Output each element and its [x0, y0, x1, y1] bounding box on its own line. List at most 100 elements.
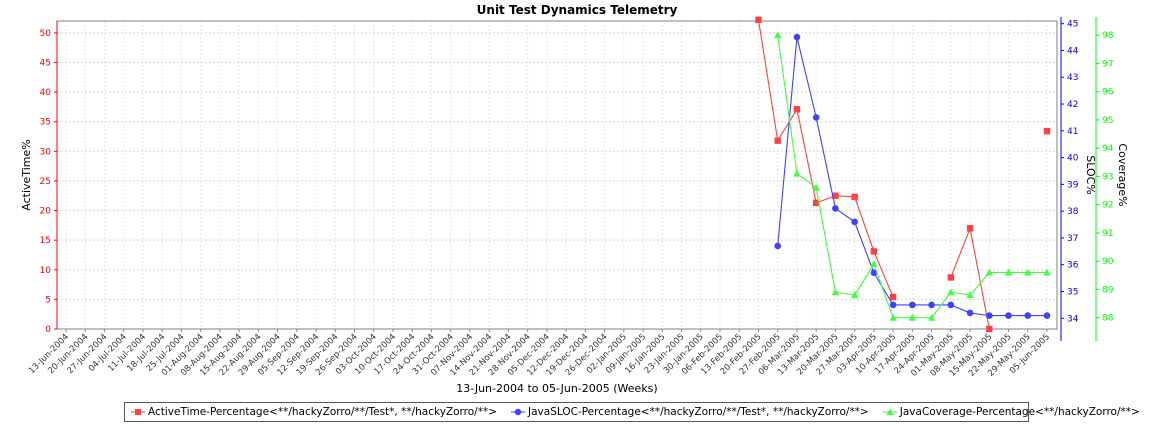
data-point-activetime: [889, 293, 897, 301]
series-line-segment: [835, 208, 855, 223]
series-line-segment: [873, 263, 894, 318]
data-point-activetime: [947, 274, 955, 281]
axes: 0 5 10 15 20 25 30 35 40 45 50 34 35 36 37 38 39 40 41 42 43…: [40, 17, 1114, 341]
data-point-javasloc: [985, 312, 993, 319]
data-point-javacoverage: [947, 288, 955, 296]
data-point-javasloc: [1005, 312, 1012, 319]
y-tick-label: 45: [1067, 20, 1078, 30]
legend-item-javacoverage: JavaCoverage-Percentage<**/hackyZorro/**…: [882, 406, 1140, 418]
data-point-javasloc: [928, 301, 935, 309]
data-point-javasloc: [1024, 312, 1032, 319]
y-tick-label: 35: [1067, 288, 1078, 298]
y-tick-label: 44: [1067, 46, 1079, 56]
y-axis-label-activetime: ActiveTime%: [20, 139, 33, 210]
x-axis-label: 13-Jun-2004 to 05-Jun-2005 (Weeks): [456, 382, 657, 395]
y-tick-label: 96: [1102, 88, 1114, 98]
series-line-segment: [969, 228, 990, 330]
y-tick-label: 10: [40, 266, 52, 276]
y-tick-label: 90: [1102, 257, 1114, 267]
y-tick-label: 40: [1067, 154, 1079, 164]
data-point-activetime: [966, 225, 974, 232]
plot-area: [56, 20, 1058, 330]
y-tick-label: 98: [1102, 31, 1114, 41]
legend-item-activetime: ActiveTime-Percentage<**/hackyZorro/**/T…: [131, 406, 497, 418]
legend-triangle-marker: [882, 407, 897, 417]
y-tick-label: 91: [1102, 229, 1113, 239]
y-tick-label: 25: [40, 177, 51, 187]
y-tick-label: 41: [1067, 127, 1078, 137]
data-point-javasloc: [909, 301, 916, 309]
y-tick-label: 42: [1067, 100, 1078, 110]
series-line-segment: [815, 187, 836, 293]
data-point-javasloc: [812, 114, 820, 121]
y-tick-label: 30: [40, 147, 52, 157]
data-point-javacoverage: [793, 169, 801, 177]
data-point-javacoverage: [908, 313, 916, 321]
y-tick-label: 50: [40, 29, 52, 39]
y-tick-label: 95: [1102, 116, 1113, 126]
y-tick-label: 38: [1067, 207, 1079, 217]
legend-circle-marker: [511, 407, 526, 417]
y-tick-label: 20: [40, 207, 52, 217]
series-line-segment: [931, 291, 952, 319]
data-point-activetime: [1043, 127, 1051, 135]
y-tick-label: 15: [40, 236, 51, 246]
data-point-javacoverage: [1043, 268, 1051, 276]
data-point-activetime: [812, 199, 820, 207]
data-point-javacoverage: [1024, 268, 1032, 276]
series-line-segment: [950, 304, 971, 314]
data-point-javacoverage: [870, 260, 878, 268]
data-point-javacoverage: [966, 291, 974, 299]
data-point-javasloc: [1043, 312, 1051, 319]
data-point-javasloc: [832, 205, 839, 212]
series-line-segment: [950, 228, 971, 278]
data-point-javacoverage: [889, 313, 897, 321]
y-tick-label: 34: [1067, 314, 1079, 324]
data-point-javasloc: [774, 242, 782, 250]
data-point-activetime: [832, 192, 839, 199]
legend-label-activetime: ActiveTime-Percentage<**/hackyZorro/**/T…: [148, 406, 498, 418]
y-tick-label: 39: [1067, 180, 1079, 190]
data-point-activetime: [870, 248, 878, 255]
y-axis-label-coverage: Coverage%: [1116, 143, 1129, 206]
data-point-activetime: [774, 137, 781, 144]
series-line-segment: [777, 108, 798, 141]
series-line-segment: [854, 196, 875, 252]
data-point-activetime: [755, 16, 762, 24]
gridlines: [57, 21, 1057, 330]
legend-label-javasloc: JavaSLOC-Percentage<**/hackyZorro/**/Tes…: [528, 406, 869, 418]
series-line-segment: [757, 19, 779, 141]
data-point-javasloc: [870, 269, 878, 277]
y-tick-label: 93: [1102, 172, 1113, 182]
series-layer: [755, 16, 1051, 333]
legend: ActiveTime-Percentage<**/hackyZorro/**/T…: [124, 402, 1140, 422]
legend-square-marker: [131, 407, 145, 417]
data-point-javasloc: [889, 301, 897, 309]
series-line-segment: [777, 35, 798, 174]
x-axis-ticks: 13-Jun-200420-Jun-200427-Jun-200404-Jul-…: [27, 329, 1052, 379]
series-line-segment: [835, 195, 855, 198]
data-point-javacoverage: [927, 313, 936, 321]
data-point-activetime: [793, 106, 801, 113]
series-line-segment: [796, 109, 817, 203]
y-axis-label-sloc: SLOC%: [1084, 155, 1097, 195]
data-point-javasloc: [793, 33, 801, 41]
series-line-segment: [854, 263, 875, 296]
y-tick-label: 37: [1067, 234, 1078, 244]
series-line-segment: [873, 251, 894, 298]
y-tick-label: 43: [1067, 73, 1078, 83]
y-tick-label: 40: [40, 88, 52, 98]
data-point-javacoverage: [851, 291, 859, 299]
y-tick-label: 35: [40, 118, 51, 128]
series-line-segment: [873, 272, 894, 306]
series-line-segment: [835, 291, 855, 296]
line-chart: Unit Test Dynamics Telemetry 0 5 10 15 20 25 3…: [20, 3, 1129, 395]
series-line-segment: [854, 221, 875, 273]
y-tick-label: 45: [40, 58, 51, 68]
series-line-segment: [777, 37, 798, 247]
chart-title: Unit Test Dynamics Telemetry: [477, 3, 678, 17]
y-tick-label: 88: [1102, 314, 1114, 324]
y-tick-label: 36: [1067, 261, 1079, 271]
y-tick-label: 5: [45, 295, 51, 305]
series-line-segment: [815, 117, 836, 209]
